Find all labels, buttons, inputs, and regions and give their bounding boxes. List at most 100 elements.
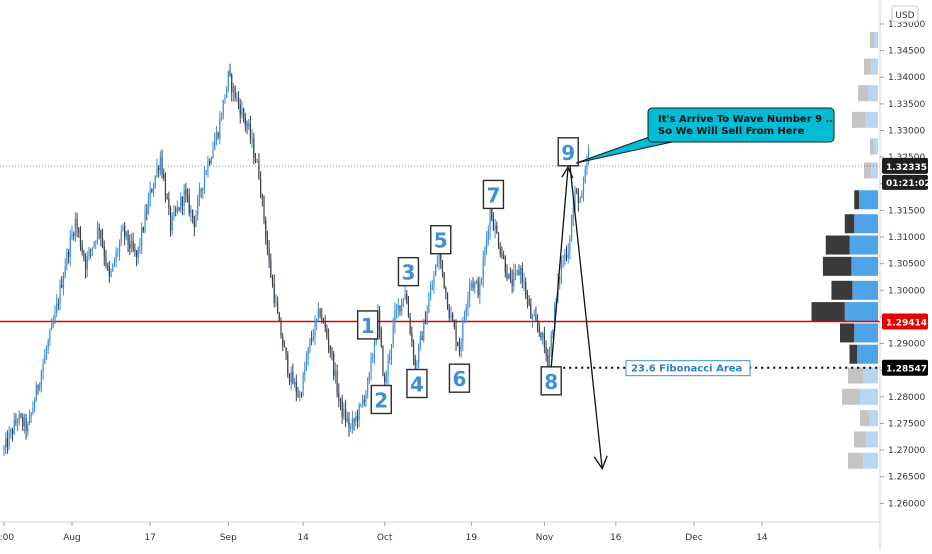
candle-body [567, 252, 569, 258]
candle-body [11, 429, 14, 435]
candle-body [492, 219, 495, 230]
candle-body [173, 211, 175, 216]
candle-body [237, 97, 240, 105]
wave-number: 4 [410, 373, 424, 397]
candle-body [42, 363, 44, 372]
candle-body [559, 279, 561, 282]
candle-body [22, 416, 24, 427]
red-level-tag-box [882, 313, 928, 330]
candle-body [339, 397, 342, 402]
candle-body [188, 196, 190, 214]
candle-body [193, 217, 195, 227]
candle-body [202, 187, 204, 191]
candle-body [56, 303, 58, 313]
candle-body [516, 270, 518, 271]
candle-body [509, 273, 512, 280]
candle-body [251, 138, 253, 140]
candle-body [271, 277, 274, 284]
candle-body [198, 189, 201, 199]
candle-body [166, 197, 168, 200]
candle-body [542, 333, 544, 339]
profile-buy-bar [849, 235, 878, 255]
candle-body [3, 447, 5, 451]
candle-body [292, 371, 294, 384]
candle-body [39, 384, 41, 389]
candle-body [200, 189, 202, 191]
candle-body [445, 287, 447, 293]
callout-box [647, 107, 835, 143]
arrow-head-down [593, 455, 608, 471]
y-tick-label: 1.34000 [888, 73, 925, 83]
candle-body [489, 209, 491, 231]
fib-level-tag-text: 1.28547 [886, 365, 927, 375]
candle-body [154, 175, 156, 186]
candle-body [241, 108, 243, 116]
x-tick-label: 5:00 [0, 533, 14, 543]
fibonacci-label-text: 23.6 Fibonacci Area [631, 364, 742, 375]
candle-body [66, 252, 68, 267]
fib-level-tag: 1.28547 [882, 359, 928, 376]
candle-body [533, 315, 535, 317]
candle-body [190, 209, 192, 214]
candle-body [457, 342, 459, 347]
candle-body [124, 225, 126, 237]
candle-body [15, 420, 17, 423]
candle-body [158, 167, 160, 171]
candle-body [144, 212, 146, 231]
horizontal-levels [0, 165, 880, 369]
candle-body [49, 330, 51, 342]
x-tick-label: Aug [63, 533, 81, 543]
projection-line-8-9 [550, 169, 569, 368]
x-tick-label: 16 [610, 533, 622, 543]
currency-badge[interactable]: USD [891, 5, 919, 23]
profile-tail-buy [865, 111, 878, 128]
candle-body [484, 248, 486, 260]
candle-body [380, 330, 382, 346]
candle-body [258, 160, 260, 179]
profile-tail-sell [870, 31, 874, 48]
candle-body [310, 339, 313, 341]
candle-body [521, 267, 523, 283]
candle-body [472, 283, 474, 288]
candle-body [426, 311, 428, 325]
time-axis: 5:00 Aug 17 Sep 14 Oct 19 Nov 16 Dec 14 [0, 522, 768, 543]
candle-body [370, 359, 372, 373]
candle-body [163, 174, 165, 179]
candle-body [545, 347, 547, 356]
countdown-tag: 01:21:02 [882, 174, 931, 190]
candle-body [486, 237, 488, 249]
candle-body [579, 198, 581, 203]
profile-tail-sell [842, 388, 860, 405]
profile-buy-bar [854, 323, 878, 343]
last-price-tag-box [882, 157, 928, 174]
candle-body [147, 199, 150, 214]
candle-body [514, 270, 517, 273]
candle-body [520, 267, 522, 276]
candle-body [343, 408, 345, 417]
candle-body [142, 227, 144, 231]
candle-body [574, 190, 576, 208]
candle-body [129, 243, 131, 249]
wave-label-1: 1 [356, 310, 379, 340]
profile-tail-buy [871, 58, 878, 75]
candle-body [156, 167, 158, 176]
candle-body [394, 310, 396, 326]
candle-body [479, 283, 481, 296]
profile-sell-bar [822, 256, 852, 276]
candle-body [268, 248, 270, 261]
candle-body [423, 319, 425, 341]
candle-body [560, 261, 563, 280]
wave-number: 5 [434, 229, 448, 253]
candle-body [290, 371, 292, 382]
candle-body [260, 178, 262, 196]
candle-body [280, 321, 282, 338]
candle-body [326, 328, 328, 338]
candle-body [44, 355, 46, 364]
profile-sell-bar [844, 214, 855, 234]
wave-label-4: 4 [406, 368, 428, 399]
candle-body [329, 346, 331, 352]
candle-body [50, 324, 53, 331]
candle-body [10, 429, 12, 434]
profile-tail-sell [848, 452, 863, 469]
